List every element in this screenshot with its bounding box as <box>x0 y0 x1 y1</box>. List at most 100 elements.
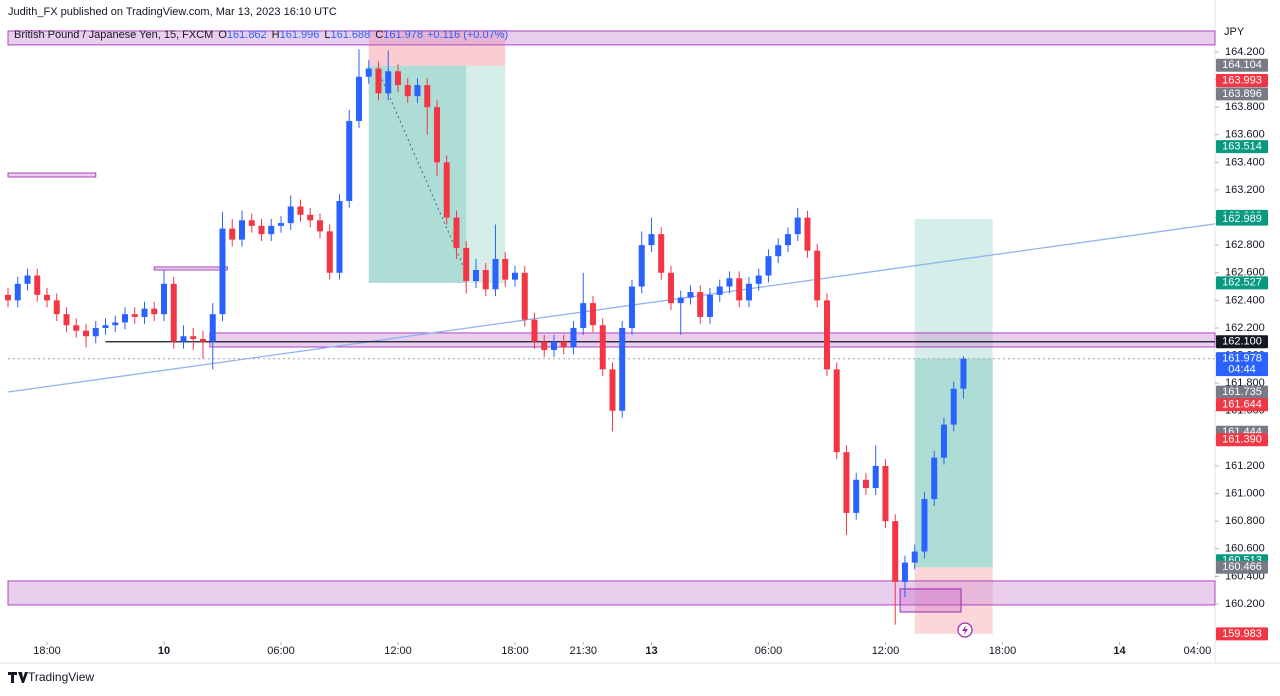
candle-body <box>92 327 99 337</box>
legend-text: 161.996 <box>280 29 320 41</box>
candle-body <box>775 245 782 257</box>
candle-body <box>414 85 421 97</box>
candle-body <box>765 256 772 276</box>
candle-body <box>940 424 947 458</box>
legend-text: 161.862 <box>227 29 267 41</box>
y-tick-label: 163.200 <box>1225 184 1265 196</box>
price-tag <box>1216 276 1268 290</box>
drawn-line <box>7 223 1216 393</box>
candle-body <box>862 479 869 489</box>
y-tick-label: 163.600 <box>1225 129 1265 141</box>
zone <box>7 580 1216 606</box>
price-tag-label: 161.644 <box>1222 399 1262 411</box>
y-tick-label: 162.800 <box>1225 239 1265 251</box>
price-tag-label: 160.466 <box>1222 561 1262 573</box>
y-tick-label: 162.600 <box>1225 267 1265 279</box>
candle-body <box>706 294 713 317</box>
candle-body <box>365 68 372 77</box>
candle-body <box>755 275 762 284</box>
legend-text: H <box>272 29 280 41</box>
candle-body <box>589 303 596 326</box>
candle-body <box>238 220 245 240</box>
price-tag-label: 159.983 <box>1222 628 1262 640</box>
candle-body <box>872 465 879 489</box>
candle-body <box>794 217 801 235</box>
x-tick-label: 18:00 <box>33 645 61 657</box>
y-tick-label: 163.400 <box>1225 156 1265 168</box>
candle-body <box>277 223 284 226</box>
price-tag <box>1216 560 1268 574</box>
legend-text: British Pound / Japanese Yen, 15, FXCM <box>14 29 213 41</box>
candle-body <box>336 200 343 273</box>
legend-text: +0.116 (+0.07%) <box>427 29 508 41</box>
price-tag-label: 161.735 <box>1222 386 1262 398</box>
price-tag-label: 161.390 <box>1222 434 1262 446</box>
legend-text: 161.978 <box>383 29 423 41</box>
price-tag-label: 162.527 <box>1222 277 1262 289</box>
candle-body <box>628 286 635 328</box>
zone <box>466 65 506 283</box>
candle-body <box>502 258 509 280</box>
candle-body <box>677 297 684 304</box>
x-tick-label: 13 <box>645 645 657 657</box>
candle-body <box>258 225 265 235</box>
logo <box>8 672 28 683</box>
candle-body <box>784 234 791 246</box>
candle-body <box>209 314 216 342</box>
currency: JPY <box>1224 26 1245 38</box>
candle-body <box>170 283 177 342</box>
candle-body <box>892 521 899 582</box>
candle-body <box>833 369 840 453</box>
y-tick-label: 161.000 <box>1225 487 1265 499</box>
price-tag <box>1216 433 1268 447</box>
candle-body <box>736 278 743 301</box>
price-tag-label: 161.978 <box>1222 353 1262 365</box>
x-tick-label: 12:00 <box>384 645 412 657</box>
price-tag-label: 162.100 <box>1222 336 1262 348</box>
candle-body <box>24 275 31 284</box>
candle-body <box>43 294 50 301</box>
candle-body <box>901 562 908 582</box>
candle-body <box>326 231 333 273</box>
candle-body <box>73 325 80 331</box>
y-tick-label: 160.800 <box>1225 515 1265 527</box>
plot: British Pound / Japanese Yen, 15, FXCM O1… <box>5 0 1268 663</box>
y-tick-label: 160.600 <box>1225 543 1265 555</box>
candle-body <box>823 300 830 370</box>
candle-body <box>531 319 538 342</box>
candle-body <box>404 85 411 97</box>
candle-body <box>667 272 674 304</box>
price-tag <box>1216 352 1268 377</box>
candle-body <box>814 250 821 301</box>
candle-body <box>453 217 460 248</box>
x-tick-label: 14 <box>1113 645 1126 657</box>
published-line: Judith_FX published on TradingView.com, … <box>8 6 337 18</box>
price-tag-label: 162.989 <box>1222 213 1262 225</box>
candle-body <box>726 278 733 287</box>
candle-body <box>882 465 889 522</box>
guide-line <box>379 74 466 271</box>
candle-body <box>463 247 470 282</box>
brand: TradingView <box>28 670 94 684</box>
x-tick-label: 12:00 <box>872 645 900 657</box>
candle-body <box>112 322 119 326</box>
x-tick-label: 06:00 <box>755 645 783 657</box>
candle-body <box>619 327 626 411</box>
zone <box>899 588 962 613</box>
candle-body <box>121 314 128 323</box>
candle-body <box>541 341 548 351</box>
candle-body <box>316 220 323 232</box>
y-tick-label: 164.200 <box>1225 46 1265 58</box>
candle-body <box>151 308 158 315</box>
zone <box>914 218 993 359</box>
candle-body <box>482 270 489 290</box>
candle-body <box>53 300 60 315</box>
candle-body <box>199 339 206 342</box>
price-tag-countdown: 04:44 <box>1228 364 1256 376</box>
candle-body <box>599 325 606 370</box>
y-tick-label: 160.200 <box>1225 598 1265 610</box>
y-tick-label: 162.200 <box>1225 322 1265 334</box>
candle-body <box>5 294 11 301</box>
price-tag <box>1216 74 1268 88</box>
candle-body <box>34 275 41 295</box>
